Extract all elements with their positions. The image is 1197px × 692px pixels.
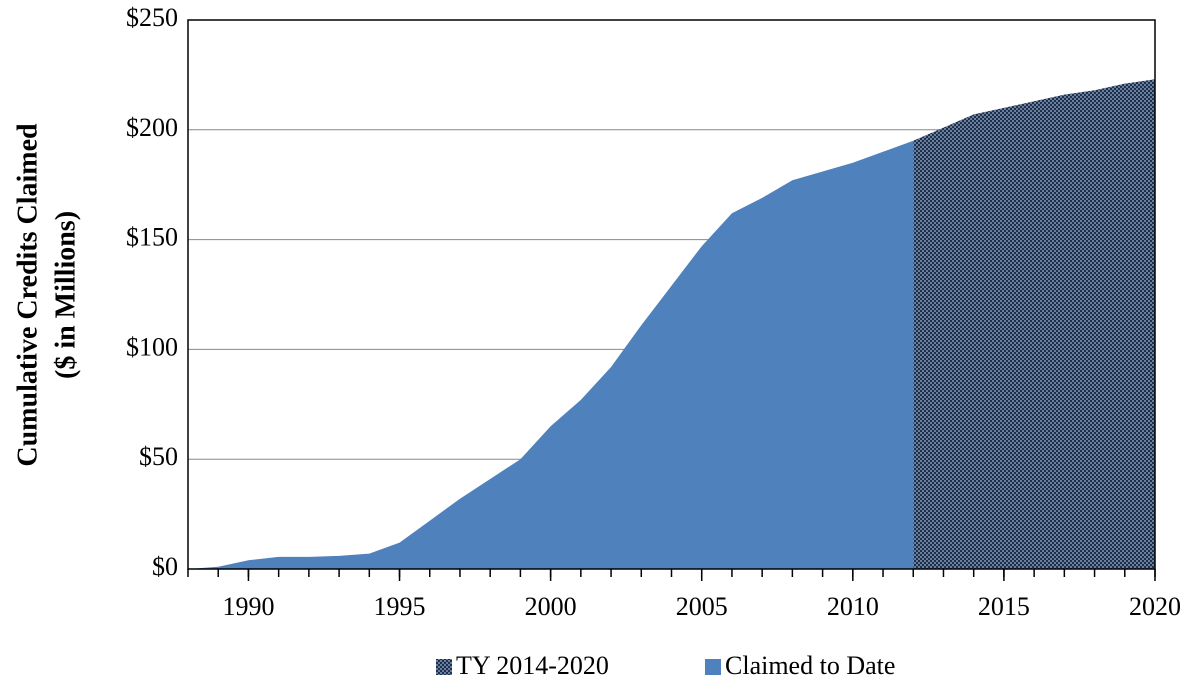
x-tick-label: 2020 — [1129, 592, 1181, 621]
x-tick-label: 2010 — [827, 592, 879, 621]
y-axis-label: Cumulative Credits Claimed — [12, 123, 43, 467]
x-tick-label: 2000 — [525, 592, 577, 621]
x-tick-label: 2005 — [676, 592, 728, 621]
y-tick-label: $50 — [139, 442, 178, 471]
x-tick-label: 2015 — [978, 592, 1030, 621]
x-tick-label: 1995 — [374, 592, 426, 621]
legend-swatch — [436, 659, 452, 675]
legend-label: Claimed to Date — [725, 651, 895, 680]
y-tick-label: $250 — [126, 3, 178, 32]
y-tick-label: $0 — [152, 552, 178, 581]
legend-swatch — [705, 659, 721, 675]
y-tick-label: $150 — [126, 223, 178, 252]
x-tick-label: 1990 — [222, 592, 274, 621]
legend-label: TY 2014-2020 — [456, 651, 609, 680]
y-tick-label: $200 — [126, 113, 178, 142]
area — [188, 140, 914, 569]
y-tick-label: $100 — [126, 332, 178, 361]
area — [913, 79, 1155, 570]
y-axis-label: ($ in Millions) — [50, 211, 81, 379]
